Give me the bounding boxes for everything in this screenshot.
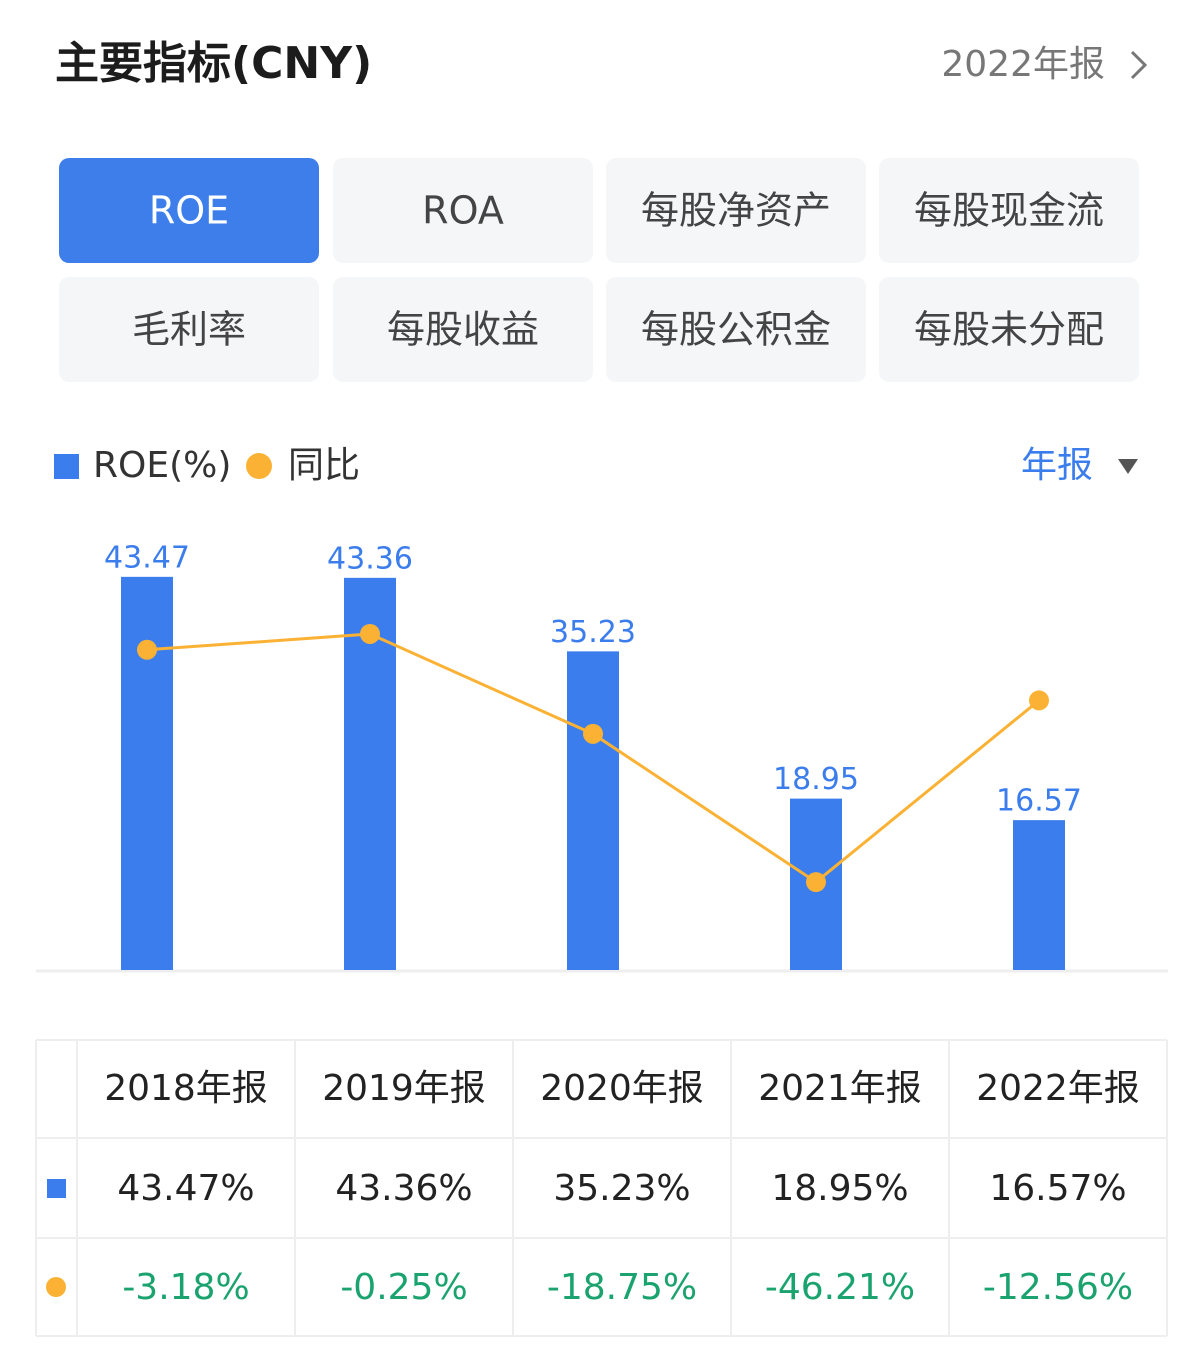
table-header: 2020年报: [540, 1068, 704, 1109]
table-cell: -12.56%: [983, 1267, 1133, 1308]
tab[interactable]: [879, 277, 1139, 382]
tab[interactable]: [333, 277, 593, 382]
table-cell: 43.36%: [335, 1168, 472, 1209]
title: 主要指标(CNY): [55, 38, 372, 89]
table-cell: 18.95%: [771, 1168, 908, 1209]
legend-swatch: [246, 453, 272, 479]
line-point: [806, 872, 826, 893]
tab-label[interactable]: 毛利率: [132, 308, 246, 352]
table-cell: -3.18%: [122, 1267, 249, 1308]
tab[interactable]: [879, 158, 1139, 263]
period-link[interactable]: 2022年报: [941, 44, 1105, 85]
line-point: [1029, 690, 1049, 711]
tab[interactable]: [59, 277, 319, 382]
table-cell: 16.57%: [989, 1168, 1126, 1209]
tab-label[interactable]: ROE: [149, 189, 229, 233]
bar-value-label: 35.23: [550, 615, 636, 650]
tab[interactable]: [606, 277, 866, 382]
legend-swatch: [54, 454, 79, 479]
table-header: 2018年报: [104, 1068, 268, 1109]
tab[interactable]: [606, 158, 866, 263]
line-point: [360, 623, 380, 644]
table-header: 2022年报: [976, 1068, 1140, 1109]
tab-label[interactable]: ROA: [422, 189, 504, 233]
bar-value-label: 16.57: [996, 784, 1082, 819]
tab-label[interactable]: 每股公积金: [641, 308, 831, 352]
row-marker: [46, 1277, 66, 1297]
legend-label: 同比: [288, 445, 360, 486]
bar-value-label: 43.36: [327, 541, 413, 576]
legend-label: ROE(%): [93, 445, 231, 486]
bar: [1013, 820, 1065, 970]
line-point: [137, 639, 157, 660]
table-cell: -18.75%: [547, 1267, 697, 1308]
table-cell: -0.25%: [340, 1267, 467, 1308]
chevron: [1130, 50, 1148, 80]
bar-value-label: 18.95: [773, 762, 859, 797]
table-header: 2019年报: [322, 1068, 486, 1109]
bar-value-label: 43.47: [104, 540, 190, 575]
tab-label[interactable]: 每股净资产: [641, 189, 831, 233]
tab-label[interactable]: 每股未分配: [914, 308, 1104, 352]
table-cell: -46.21%: [765, 1267, 915, 1308]
bar: [567, 651, 619, 970]
table-cell: 35.23%: [553, 1168, 690, 1209]
bar: [121, 576, 173, 970]
line-point: [583, 723, 603, 744]
tab-label[interactable]: 每股收益: [387, 308, 539, 352]
dropdown-arrow: [1118, 459, 1138, 474]
tab-label[interactable]: 每股现金流: [914, 189, 1104, 233]
period-toggle[interactable]: 年报: [1021, 445, 1093, 486]
tab[interactable]: [333, 158, 593, 263]
tab[interactable]: [59, 158, 319, 263]
table-header: 2021年报: [758, 1068, 922, 1109]
row-marker: [47, 1179, 66, 1198]
table-cell: 43.47%: [117, 1168, 254, 1209]
